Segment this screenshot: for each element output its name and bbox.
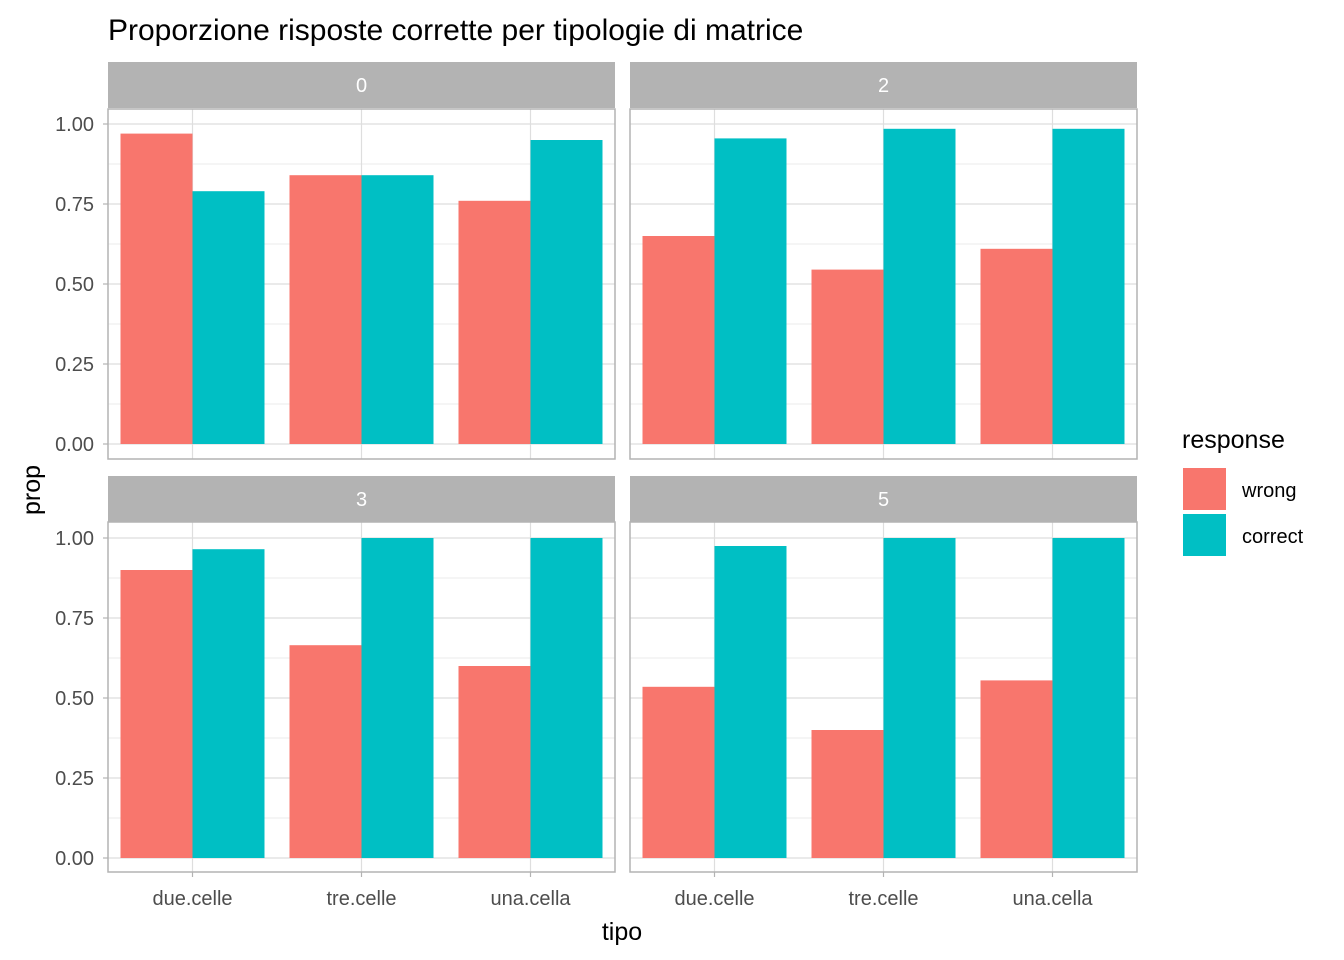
- bar-wrong-una.cella: [458, 666, 531, 858]
- bar-wrong-due.celle: [120, 570, 193, 858]
- bar-correct-tre.celle: [883, 538, 956, 858]
- x-tick-label: una.cella: [490, 888, 571, 910]
- bar-wrong-tre.celle: [289, 645, 362, 858]
- bar-wrong-tre.celle: [811, 269, 884, 444]
- y-tick-label: 0.50: [55, 274, 94, 296]
- x-tick-label: due.celle: [152, 888, 232, 910]
- chart-title: Proporzione risposte corrette per tipolo…: [108, 14, 803, 47]
- facet-strip: [108, 62, 615, 108]
- bar-correct-una.cella: [530, 538, 603, 858]
- panel-border: [629, 108, 1138, 460]
- y-axis-title: prop: [18, 465, 46, 515]
- legend-swatch-correct: [1183, 514, 1226, 556]
- facet-panel-5: 5 due.celle tre.celle una.cella: [629, 476, 1138, 910]
- legend-label-wrong: wrong: [1241, 480, 1296, 502]
- bar-wrong-tre.celle: [289, 175, 362, 444]
- facet-panel-2: 2: [629, 62, 1138, 460]
- facet-panel-0: 0 0.00 0.25 0.50 0.75 1.00: [55, 62, 616, 460]
- y-tick-label: 0.50: [55, 688, 94, 710]
- x-tick-label: una.cella: [1012, 888, 1093, 910]
- x-axis-title: tipo: [602, 918, 642, 946]
- bar-correct-due.celle: [192, 549, 265, 858]
- y-tick-label: 1.00: [55, 528, 94, 550]
- legend: response wrong correct: [1182, 426, 1304, 556]
- facets-layer: 0 0.00 0.25 0.50 0.75 1.00 2 3 0.00 0.25 0.50 0.75 1…: [55, 62, 1138, 910]
- y-tick-label: 0.00: [55, 848, 94, 870]
- bar-correct-tre.celle: [361, 175, 434, 444]
- bar-correct-due.celle: [714, 138, 787, 444]
- bar-correct-tre.celle: [361, 538, 434, 858]
- bar-correct-due.celle: [192, 191, 265, 444]
- legend-swatch-wrong: [1183, 468, 1226, 510]
- facet-strip-label: 3: [356, 489, 367, 511]
- bar-wrong-due.celle: [642, 686, 715, 858]
- facet-strip: [630, 62, 1137, 108]
- facet-panel-3: 3 0.00 0.25 0.50 0.75 1.00 due.celle tre.celle u…: [55, 476, 616, 910]
- bar-wrong-due.celle: [120, 133, 193, 444]
- facet-strip-label: 0: [356, 75, 367, 97]
- bar-correct-due.celle: [714, 546, 787, 858]
- y-tick-label: 0.25: [55, 768, 94, 790]
- facet-strip: [108, 476, 615, 522]
- x-tick-label: tre.celle: [326, 888, 396, 910]
- facet-strip-label: 5: [878, 489, 889, 511]
- bar-wrong-tre.celle: [811, 730, 884, 858]
- y-tick-label: 0.25: [55, 354, 94, 376]
- bar-correct-tre.celle: [883, 128, 956, 445]
- bar-wrong-due.celle: [642, 236, 715, 444]
- y-tick-label: 0.75: [55, 194, 94, 216]
- y-tick-label: 1.00: [55, 114, 94, 136]
- facet-strip: [630, 476, 1137, 522]
- bar-wrong-una.cella: [458, 200, 531, 444]
- y-tick-label: 0.75: [55, 608, 94, 630]
- x-tick-label: due.celle: [674, 888, 754, 910]
- x-tick-label: tre.celle: [848, 888, 918, 910]
- facet-strip-label: 2: [878, 75, 889, 97]
- bar-wrong-una.cella: [980, 248, 1053, 444]
- bar-correct-una.cella: [1052, 128, 1125, 445]
- y-tick-label: 0.00: [55, 434, 94, 456]
- legend-title: response: [1182, 426, 1285, 454]
- bar-correct-una.cella: [1052, 538, 1125, 858]
- legend-label-correct: correct: [1242, 526, 1304, 548]
- bar-wrong-una.cella: [980, 680, 1053, 858]
- bar-correct-una.cella: [530, 140, 603, 444]
